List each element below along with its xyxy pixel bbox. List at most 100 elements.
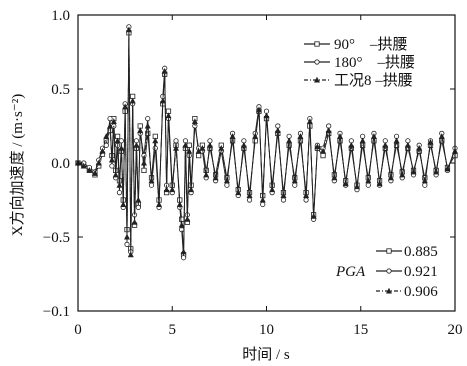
x-tick-label: 20 [448,322,463,338]
x-tick-label: 15 [353,322,368,338]
data-point-triangle [252,133,259,139]
data-point-triangle [269,186,276,193]
data-point-triangle [103,133,110,139]
data-point-triangle [191,118,198,125]
data-point-triangle [176,201,183,207]
legend-symbol-square [304,41,330,47]
data-point-circle [260,201,266,208]
data-point-triangle [195,147,202,154]
series-line-triangle [77,29,456,255]
data-point-triangle [246,192,253,199]
data-point-triangle [310,213,317,219]
data-point-triangle [387,174,394,181]
data-point-triangle [259,196,266,203]
data-point-triangle [218,144,225,151]
data-point-circle [152,145,158,151]
y-axis-title: X方向加速度 / (m·s⁻²) [9,94,26,236]
data-point-triangle [156,201,163,207]
legend: 90° –拱腰 180° –拱腰 工况8 –拱腰 [304,36,415,89]
data-point-triangle [107,122,114,129]
data-point-triangle [144,122,151,129]
data-point-circle [109,163,115,169]
data-point-triangle-legend [386,287,392,294]
legend-symbol-triangle [304,76,330,83]
pga-symbol-square [376,248,402,254]
data-point-triangle [404,141,411,148]
data-point-triangle [255,106,262,113]
data-point-triangle [184,215,191,222]
data-point-triangle [118,144,125,151]
data-point-square-legend [386,248,392,254]
data-point-square-legend [314,41,320,47]
data-point-circle [141,153,147,159]
data-point-circle [280,197,287,203]
data-point-triangle [382,141,389,148]
data-point-circle [224,182,230,188]
data-point-circle-legend [314,59,320,65]
series-triangle [75,26,458,258]
data-point-triangle [99,147,106,154]
data-point-triangle [337,133,344,139]
data-point-triangle [320,147,327,154]
data-point-square [145,130,151,136]
data-point-triangle [114,137,121,144]
data-point-triangle [129,97,136,104]
pga-value: 0.885 [404,244,438,260]
data-point-triangle [235,189,242,196]
y-tick-label: 0.5 [51,82,70,98]
data-point-triangle [124,233,131,240]
data-point-triangle [325,127,332,133]
data-point-triangle [393,137,400,144]
data-point-triangle [376,180,383,187]
data-point-triangle [110,118,117,125]
legend-label: 工况8 –拱腰 [334,72,413,89]
data-point-triangle [421,177,428,184]
data-point-triangle [427,139,434,145]
data-point-triangle [165,112,172,119]
data-point-triangle [80,162,87,169]
data-point-triangle [108,156,115,163]
axes-group [77,14,456,312]
pga-label: PGA [335,264,366,280]
data-point-triangle [182,141,189,148]
data-point-circle [107,116,113,122]
data-point-triangle [199,144,206,151]
data-point-circle [180,255,187,261]
data-point-triangle [140,159,147,166]
data-point-triangle [314,143,321,150]
data-point-triangle [291,177,298,184]
data-point-triangle [399,171,406,178]
data-point-triangle [112,171,119,178]
data-point-triangle [353,183,360,190]
data-point-circle [103,142,109,148]
plot-series-group [75,24,458,261]
legend-label: 180° –拱腰 [334,54,415,71]
y-tick-label: −0.5 [43,230,70,246]
data-point-circle [116,190,123,196]
data-point-triangle [186,147,193,154]
legend-label: 90° –拱腰 [334,36,408,53]
x-axis-title: 时间 / s [242,346,290,363]
data-point-circle [124,241,130,247]
data-point-triangle [95,159,102,166]
data-point-circle [145,116,151,122]
data-point-triangle [212,174,219,181]
data-point-triangle [188,186,195,193]
data-point-triangle [122,103,129,110]
data-point-square [196,152,202,159]
data-point-circle [246,197,253,203]
data-point-triangle [280,192,287,199]
data-point-triangle [169,186,176,193]
legend-symbol-circle [304,59,330,65]
pga-value: 0.921 [404,264,438,280]
data-point-circle-legend [386,268,392,274]
pga-symbol-circle [376,268,402,274]
data-point-triangle [444,165,451,172]
data-point-circle [173,138,179,144]
data-point-triangle [127,251,134,258]
data-point-triangle [159,97,166,104]
data-point-triangle [148,177,155,184]
data-point-triangle [303,192,310,199]
data-point-circle [303,197,309,203]
pga-annotation: 0.885 PGA 0.921 0.906 [335,244,438,300]
